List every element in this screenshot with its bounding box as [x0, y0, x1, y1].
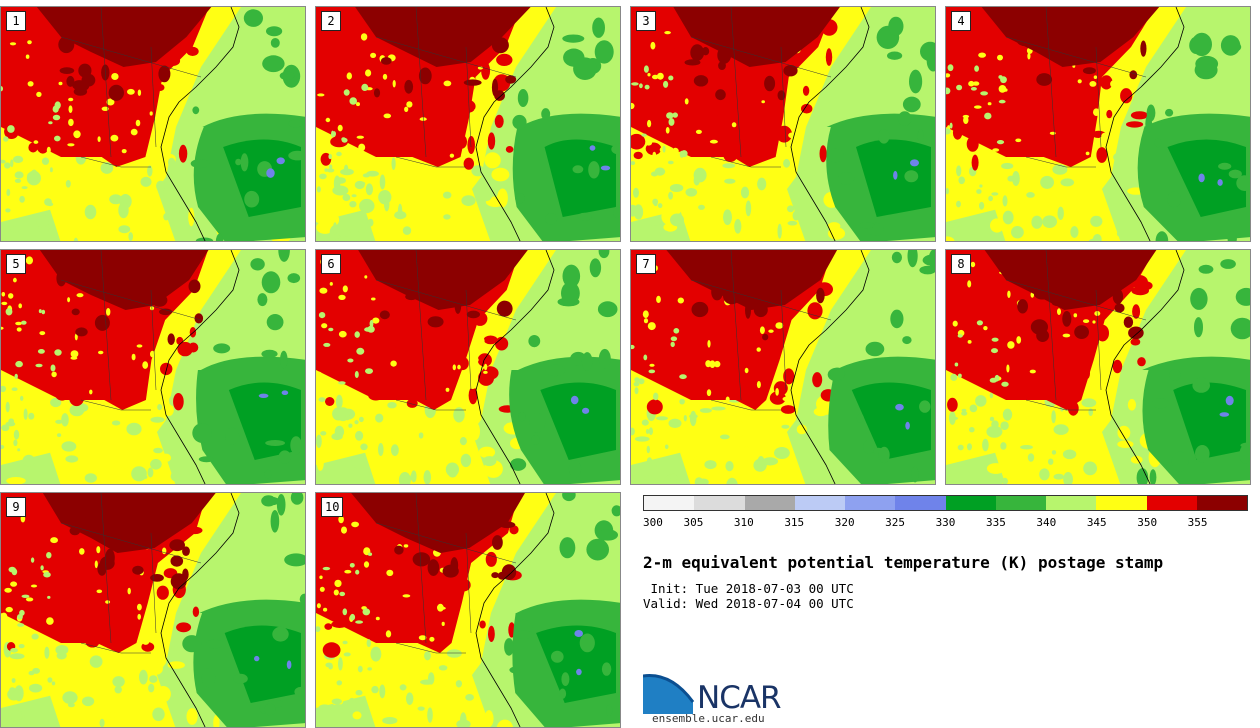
plot-title: 2-m equivalent potential temperature (K)…	[643, 553, 1164, 572]
colorbar-tick: 315	[784, 516, 805, 529]
colorbar-tick: 355	[1187, 516, 1208, 529]
colorbar-tick: 320	[834, 516, 855, 529]
colorbar-cell	[1146, 496, 1197, 510]
colorbar-cell	[644, 496, 695, 510]
member-panel: 3	[630, 6, 936, 242]
colorbar-tick: 330	[935, 516, 956, 529]
colorbar-cell	[895, 496, 946, 510]
colorbar-ticks: 300 305 310 315 320 325 330 335 340 345 350 355	[643, 516, 1248, 530]
colorbar	[643, 495, 1248, 511]
colorbar-tick: 305	[683, 516, 704, 529]
member-label: 9	[6, 497, 26, 517]
colorbar-cell	[794, 496, 845, 510]
colorbar-cell	[694, 496, 745, 510]
colorbar-tick: 340	[1036, 516, 1057, 529]
colorbar-tick: 350	[1137, 516, 1158, 529]
member-panel: 1	[0, 6, 306, 242]
member-label: 1	[6, 11, 26, 31]
member-panel: 8	[945, 249, 1251, 485]
colorbar-cell	[1196, 496, 1247, 510]
member-panel: 7	[630, 249, 936, 485]
member-panel: 2	[315, 6, 621, 242]
colorbar-cell	[995, 496, 1046, 510]
member-label: 2	[321, 11, 341, 31]
colorbar-tick: 325	[885, 516, 906, 529]
member-panel: 9	[0, 492, 306, 728]
logo-text: NCAR	[697, 680, 782, 716]
member-label: 6	[321, 254, 341, 274]
member-panel: 4	[945, 6, 1251, 242]
member-label: 3	[636, 11, 656, 31]
member-label: 10	[321, 497, 344, 517]
site-url: ensemble.ucar.edu	[652, 712, 765, 725]
member-label: 7	[636, 254, 656, 274]
colorbar-cell	[945, 496, 996, 510]
ncar-logo-icon	[643, 674, 695, 714]
colorbar-cell	[744, 496, 795, 510]
valid-time: Valid: Wed 2018-07-04 00 UTC	[643, 596, 854, 611]
member-label: 4	[951, 11, 971, 31]
member-label: 8	[951, 254, 971, 274]
colorbar-tick: 335	[985, 516, 1006, 529]
colorbar-cell	[845, 496, 896, 510]
member-label: 5	[6, 254, 26, 274]
colorbar-tick: 300	[643, 516, 663, 529]
colorbar-cell	[1096, 496, 1147, 510]
init-time: Init: Tue 2018-07-03 00 UTC	[643, 581, 854, 596]
member-panel: 10	[315, 492, 621, 728]
member-panel: 5	[0, 249, 306, 485]
colorbar-tick: 310	[733, 516, 754, 529]
member-panel: 6	[315, 249, 621, 485]
colorbar-tick: 345	[1086, 516, 1107, 529]
colorbar-cell	[1046, 496, 1097, 510]
